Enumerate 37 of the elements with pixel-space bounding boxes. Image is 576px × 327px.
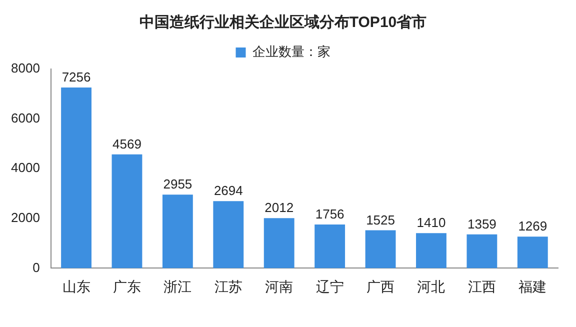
bar: [365, 230, 396, 268]
data-label: 1359: [467, 216, 496, 232]
data-label: 7256: [62, 70, 91, 85]
y-tick-label: 0: [32, 260, 40, 275]
data-label: 1269: [518, 218, 548, 234]
legend-label: 企业数量：家: [252, 44, 330, 60]
data-label: 4569: [112, 136, 142, 152]
data-label: 1525: [366, 212, 395, 228]
y-tick-label: 6000: [11, 110, 40, 126]
y-tick-label: 4000: [11, 160, 40, 176]
x-tick-label: 广西: [366, 278, 395, 294]
y-tick-label: 2000: [11, 210, 40, 225]
x-tick-label: 江苏: [214, 278, 242, 294]
bar: [517, 236, 548, 268]
x-tick-label: 辽宁: [316, 278, 344, 294]
y-tick-label: 8000: [11, 60, 40, 76]
x-tick-label: 广东: [112, 278, 141, 294]
bar: [416, 233, 446, 268]
x-tick-label: 江西: [468, 278, 496, 294]
bar: [61, 88, 92, 268]
data-label: 2012: [264, 200, 294, 216]
bar: [264, 218, 294, 268]
x-tick-label: 福建: [518, 278, 547, 294]
bar: [466, 234, 498, 268]
data-label: 1756: [315, 206, 344, 222]
x-tick-label: 河北: [417, 278, 446, 294]
x-tick-label: 山东: [62, 278, 90, 294]
bar: [112, 154, 142, 268]
bar: [162, 194, 193, 268]
x-tick-label: 浙江: [164, 278, 192, 294]
data-label: 2694: [214, 183, 243, 198]
data-label: 1410: [416, 215, 446, 230]
chart-title: 中国造纸行业相关企业区域分布TOP10省市: [139, 13, 427, 32]
x-tick-label: 河南: [265, 278, 294, 294]
data-label: 2955: [163, 176, 192, 192]
bar: [213, 201, 244, 268]
bar: [314, 224, 346, 268]
